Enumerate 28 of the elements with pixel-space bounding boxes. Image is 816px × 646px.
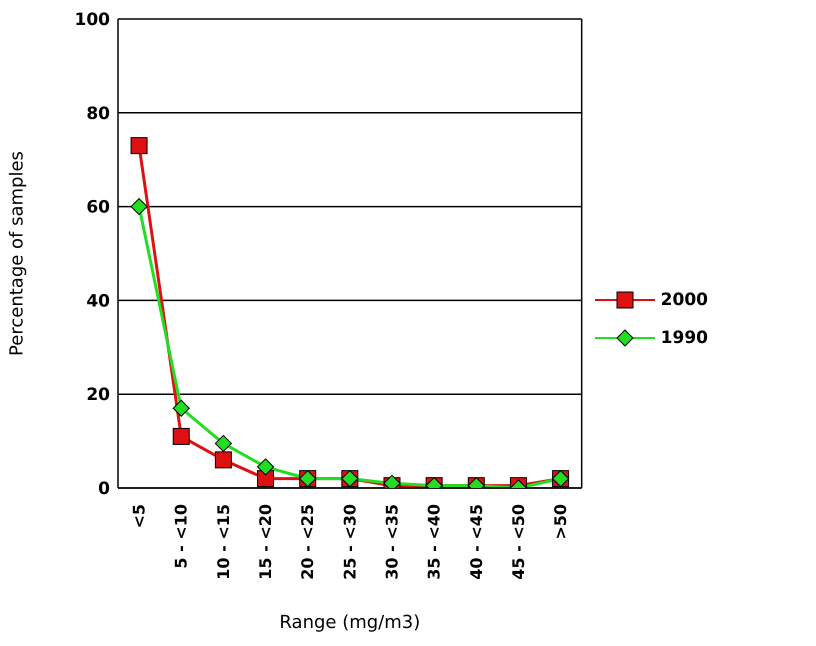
x-tick-label: 30 - <35 [382,504,402,580]
y-tick-label: 100 [74,10,110,30]
y-tick-label: 20 [86,385,110,406]
point [214,434,232,452]
y-tick-label: 40 [86,291,110,312]
x-tick-label: <5 [130,504,149,529]
x-tick-label: 20 - <25 [298,504,318,580]
point [214,451,232,468]
legend-label: 2000 [660,290,708,310]
x-tick-label: >50 [551,504,570,540]
x-axis-title: Range (mg/m3) [279,612,420,633]
x-tick-label: 15 - <20 [256,504,276,580]
point [172,428,190,445]
point [257,458,274,476]
x-tick-label: 5 - <10 [172,504,191,569]
y-tick-label: 60 [86,198,110,218]
point [172,400,190,417]
x-tick-label: 40 - <45 [466,504,486,580]
point [130,137,148,154]
y-tick-label: 0 [98,479,110,500]
legend-label: 1990 [660,328,708,348]
y-tick-label: 80 [86,104,110,124]
x-tick-label: 35 - <40 [424,504,444,580]
x-tick-label: 10 - <15 [214,504,233,580]
x-tick-label: 45 - <50 [508,504,528,580]
point [130,198,148,216]
x-tick-label: 25 - <30 [340,504,360,580]
y-axis-title: Percentage of samples [6,151,28,356]
